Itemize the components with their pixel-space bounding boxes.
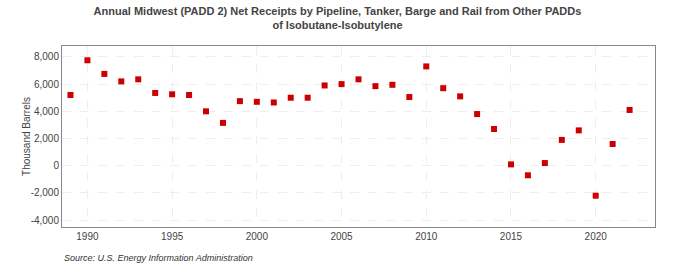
svg-text:4,000: 4,000 (34, 106, 59, 117)
svg-text:Thousand Barrels: Thousand Barrels (21, 97, 32, 176)
svg-text:2005: 2005 (330, 231, 353, 242)
svg-text:0: 0 (53, 160, 59, 171)
svg-text:6,000: 6,000 (34, 79, 59, 90)
svg-text:2020: 2020 (585, 231, 608, 242)
svg-text:1995: 1995 (161, 231, 184, 242)
svg-text:-2,000: -2,000 (31, 187, 60, 198)
svg-text:2010: 2010 (415, 231, 438, 242)
svg-text:2015: 2015 (500, 231, 523, 242)
svg-text:Annual Midwest (PADD 2) Net Re: Annual Midwest (PADD 2) Net Receipts by … (94, 5, 582, 31)
svg-text:Source: U.S. Energy Informatio: Source: U.S. Energy Information Administ… (64, 253, 253, 263)
svg-text:1990: 1990 (76, 231, 99, 242)
svg-text:-4,000: -4,000 (31, 215, 60, 226)
svg-text:2000: 2000 (246, 231, 269, 242)
svg-text:8,000: 8,000 (34, 51, 59, 62)
svg-text:2,000: 2,000 (34, 133, 59, 144)
